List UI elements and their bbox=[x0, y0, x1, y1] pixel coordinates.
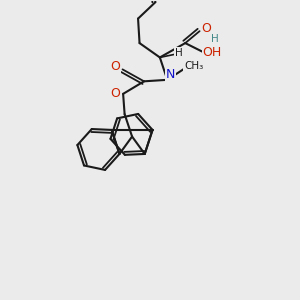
Text: O: O bbox=[110, 60, 120, 73]
Text: O: O bbox=[201, 22, 211, 35]
Text: N: N bbox=[166, 68, 175, 81]
Text: H: H bbox=[175, 48, 182, 58]
Text: CH₃: CH₃ bbox=[184, 61, 203, 71]
Text: OH: OH bbox=[202, 46, 222, 59]
Text: H: H bbox=[211, 34, 218, 44]
Text: O: O bbox=[111, 87, 121, 101]
